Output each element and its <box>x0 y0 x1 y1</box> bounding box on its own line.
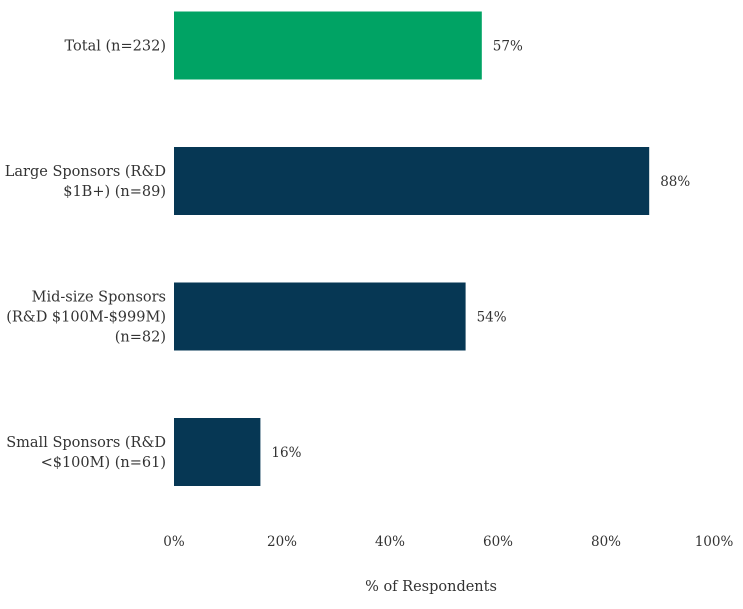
data-label-1: 88% <box>660 174 690 190</box>
data-label-3: 16% <box>271 445 301 461</box>
x-tick-label-0: 0% <box>163 534 185 550</box>
x-tick-label-3: 60% <box>483 534 513 550</box>
x-tick-label-2: 40% <box>375 534 405 550</box>
category-label-1: Large Sponsors (R&D $1B+) (n=89) <box>5 164 166 200</box>
data-label-0: 57% <box>493 39 523 55</box>
category-label-2: Mid-size Sponsors (R&D $100M-$999M) (n=82) <box>6 290 166 346</box>
bar-2 <box>174 282 466 351</box>
x-tick-labels-group: 0% 20% 40% 60% 80% 100% <box>163 534 733 550</box>
category-label-line: Mid-size Sponsors <box>32 290 166 306</box>
category-label-line: Small Sponsors (R&D <box>6 435 166 451</box>
category-label-line: Total (n=232) <box>65 39 166 55</box>
x-tick-label-4: 80% <box>591 534 621 550</box>
data-label-2: 54% <box>477 310 507 326</box>
x-tick-label-1: 20% <box>267 534 297 550</box>
category-label-line: $1B+) (n=89) <box>63 184 166 200</box>
x-tick-label-5: 100% <box>695 534 734 550</box>
category-labels-group: Total (n=232) Large Sponsors (R&D $1B+) (n… <box>5 39 166 472</box>
category-label-line: (R&D $100M-$999M) <box>6 310 166 326</box>
category-label-line: <$100M) (n=61) <box>41 455 166 471</box>
x-axis-title: % of Respondents <box>365 579 497 595</box>
category-label-line: (n=82) <box>115 330 166 346</box>
bar-3 <box>174 418 261 486</box>
bar-0 <box>174 11 482 80</box>
category-label-3: Small Sponsors (R&D <$100M) (n=61) <box>6 435 166 471</box>
data-labels-group: 57% 88% 54% 16% <box>271 39 690 462</box>
bars-group <box>174 11 650 486</box>
bar-1 <box>174 147 650 215</box>
category-label-line: Large Sponsors (R&D <box>5 164 166 180</box>
category-label-0: Total (n=232) <box>65 39 166 55</box>
